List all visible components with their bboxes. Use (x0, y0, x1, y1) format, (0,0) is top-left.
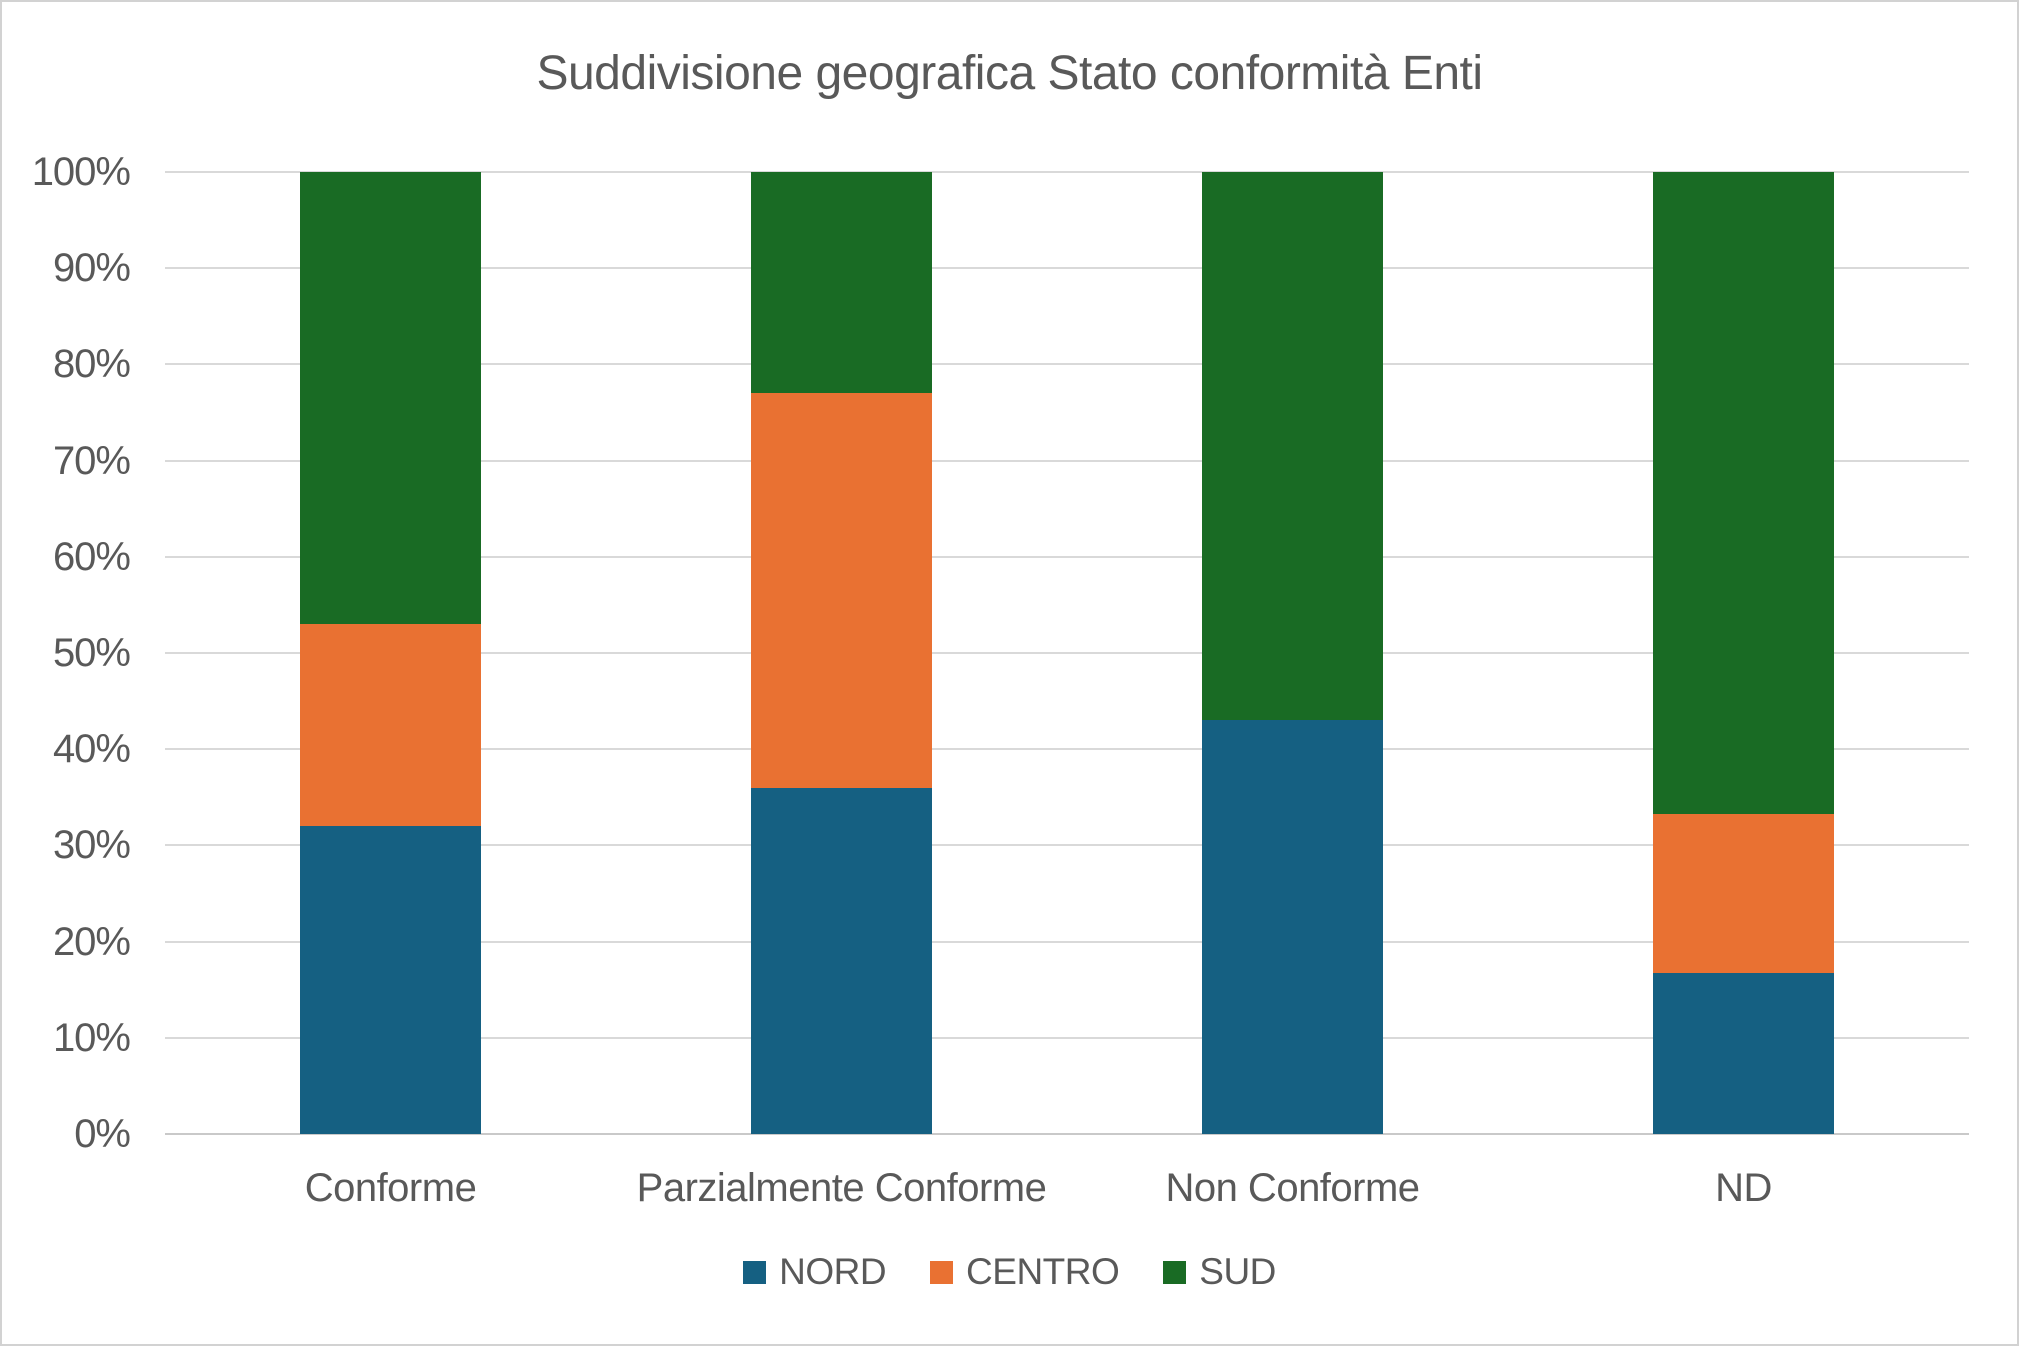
y-axis-label-100: 100% (31, 150, 131, 194)
gridline-20 (165, 940, 1969, 943)
bar-segment-nord-parzialmente-conforme[interactable] (751, 787, 932, 1134)
y-axis-label-70: 70% (52, 438, 131, 483)
y-axis-label-50: 50% (52, 631, 131, 675)
gridline-30 (165, 844, 1969, 847)
gridline-40 (165, 748, 1969, 751)
bar-conforme (300, 172, 481, 1134)
y-axis-label-0: 0% (74, 1112, 131, 1156)
legend-item-sud[interactable]: SUD (1163, 1252, 1276, 1292)
bar-segment-nord-conforme[interactable] (300, 826, 481, 1134)
bar-segment-centro-conforme[interactable] (300, 624, 481, 827)
gridline-10 (165, 1036, 1969, 1039)
gridline-80 (165, 363, 1969, 366)
legend-item-centro[interactable]: CENTRO (930, 1251, 1120, 1292)
legend-item-nord[interactable]: NORD (743, 1251, 887, 1292)
gridline-70 (165, 459, 1969, 462)
bar-segment-centro-parzialmente-conforme[interactable] (751, 393, 932, 788)
y-axis-label-30: 30% (52, 823, 131, 868)
y-axis-label-20: 20% (52, 919, 131, 964)
legend-swatch-centro-icon (930, 1260, 954, 1284)
bar-segment-nord-non-conforme[interactable] (1202, 720, 1383, 1134)
y-axis-label-60: 60% (52, 534, 131, 579)
bar-segment-centro-nd[interactable] (1653, 813, 1834, 974)
gridline-0 (165, 1133, 1969, 1135)
gridline-50 (165, 652, 1969, 654)
legend-swatch-sud-icon (1163, 1260, 1187, 1284)
x-axis-label-conforme: Conforme (304, 1166, 477, 1210)
chart-title: Suddivisione geografica Stato conformità… (536, 47, 1483, 100)
x-axis-label-non-conforme: Non Conforme (1165, 1166, 1420, 1210)
bar-parzialmente-conforme (751, 172, 932, 1134)
y-axis-label-10: 10% (52, 1015, 131, 1060)
gridline-100 (165, 171, 1969, 173)
gridline-90 (165, 267, 1969, 270)
plot-area (165, 171, 1969, 1135)
bar-segment-sud-non-conforme[interactable] (1202, 172, 1383, 721)
legend: NORD CENTRO SUD (2, 1252, 2017, 1292)
legend-swatch-nord-icon (743, 1260, 767, 1284)
legend-label-centro: CENTRO (966, 1251, 1120, 1292)
y-axis-label-90: 90% (52, 246, 131, 291)
legend-label-nord: NORD (779, 1251, 887, 1292)
legend-label-sud: SUD (1199, 1251, 1276, 1292)
y-axis-label-40: 40% (52, 727, 131, 772)
y-axis-label-80: 80% (52, 342, 131, 387)
gridline-60 (165, 555, 1969, 558)
bar-nd (1653, 172, 1834, 1134)
bar-segment-sud-conforme[interactable] (300, 172, 481, 625)
bar-segment-sud-parzialmente-conforme[interactable] (751, 172, 932, 394)
bar-segment-nord-nd[interactable] (1653, 973, 1834, 1134)
bar-segment-sud-nd[interactable] (1653, 172, 1834, 814)
bar-non-conforme (1202, 172, 1383, 1134)
x-axis-label-nd: ND (1715, 1166, 1772, 1210)
x-axis-label-parzialmente-conforme: Parzialmente Conforme (636, 1166, 1047, 1210)
